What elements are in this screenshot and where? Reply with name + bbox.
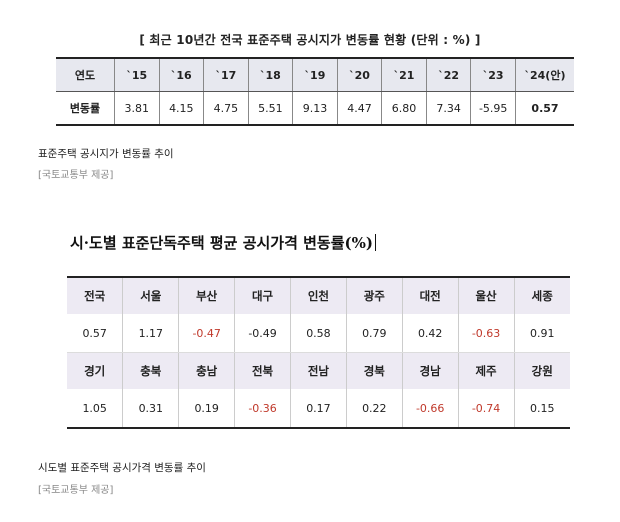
region-name-cell: 충남 xyxy=(178,352,235,389)
year-cell: `22 xyxy=(425,58,471,92)
region-value-cell: 0.19 xyxy=(178,389,235,429)
year-cell: `23 xyxy=(470,58,516,92)
year-cell: `24(안) xyxy=(515,58,574,92)
region-value-cell: 1.17 xyxy=(122,314,179,353)
region-name-cell: 서울 xyxy=(122,277,179,314)
region-value-cell: -0.74 xyxy=(457,389,514,429)
value-cell: 9.13 xyxy=(292,91,338,125)
region-value-cell: 0.79 xyxy=(345,314,403,353)
region-name-cell: 경남 xyxy=(401,352,459,389)
region-header-row: 경기 충북 충남 전북 전남 경북 경남 제주 강원 xyxy=(67,352,570,389)
year-cell: `20 xyxy=(336,58,382,92)
value-cell: 7.34 xyxy=(425,91,471,125)
year-cell: `15 xyxy=(114,58,160,92)
table1-title: [ 최근 10년간 전국 표준주택 공시지가 변동률 현황 (단위 : %) ] xyxy=(139,33,481,47)
regional-change-table: 전국 서울 부산 대구 인천 광주 대전 울산 세종 0.57 1.17 -0.47 -0.49 0.58… xyxy=(67,276,570,429)
region-name-cell: 제주 xyxy=(457,352,514,389)
region-value-cell: 0.15 xyxy=(513,389,570,429)
year-cell: `17 xyxy=(203,58,249,92)
region-value-cell: 0.91 xyxy=(513,314,570,353)
region-value-cell: 0.57 xyxy=(67,314,123,353)
year-cell: `18 xyxy=(247,58,293,92)
value-cell: 0.57 xyxy=(515,91,574,125)
year-cell: `16 xyxy=(158,58,204,92)
region-value-cell: 1.05 xyxy=(67,389,123,429)
region-value-cell: -0.49 xyxy=(234,314,291,353)
region-name-cell: 전북 xyxy=(234,352,291,389)
table2-caption: 시도별 표준주택 공시가격 변동률 추이 xyxy=(38,462,206,474)
region-name-cell: 대전 xyxy=(401,277,459,314)
table1-source: [국토교통부 제공] xyxy=(38,170,114,181)
region-value-cell: -0.66 xyxy=(401,389,459,429)
table-header-row: 연도 `15 `16 `17 `18 `19 `20 `21 `22 `23 `… xyxy=(56,58,574,92)
region-value-cell: 0.22 xyxy=(345,389,403,429)
value-cell: 6.80 xyxy=(381,91,427,125)
region-name-cell: 경기 xyxy=(67,352,123,389)
region-value-cell: 0.31 xyxy=(122,389,179,429)
row-label-cell: 변동률 xyxy=(69,102,101,115)
table2-source: [국토교통부 제공] xyxy=(38,485,114,496)
value-cell: 3.81 xyxy=(114,91,160,125)
year-cell: `19 xyxy=(292,58,338,92)
region-value-row: 0.57 1.17 -0.47 -0.49 0.58 0.79 0.42 -0.63 0.91 xyxy=(67,314,570,353)
region-name-cell: 강원 xyxy=(513,352,570,389)
table2-title: 시·도별 표준단독주택 평균 공시가격 변동률(%) xyxy=(70,232,376,253)
region-name-cell: 경북 xyxy=(345,352,403,389)
table2-title-text: 시·도별 표준단독주택 평균 공시가격 변동률(%) xyxy=(70,234,373,252)
region-value-cell: 0.17 xyxy=(290,389,347,429)
region-header-row: 전국 서울 부산 대구 인천 광주 대전 울산 세종 xyxy=(67,277,570,314)
table-row: 변동률 3.81 4.15 4.75 5.51 9.13 4.47 6.80 7… xyxy=(56,91,574,125)
value-cell: 4.75 xyxy=(203,91,249,125)
value-cell: 4.15 xyxy=(158,91,204,125)
region-name-cell: 대구 xyxy=(234,277,291,314)
region-value-cell: -0.47 xyxy=(178,314,235,353)
region-value-cell: 0.58 xyxy=(290,314,347,353)
region-value-cell: -0.63 xyxy=(457,314,514,353)
region-name-cell: 울산 xyxy=(457,277,514,314)
yearly-change-table: 연도 `15 `16 `17 `18 `19 `20 `21 `22 `23 `… xyxy=(56,57,574,126)
region-value-cell: 0.42 xyxy=(401,314,459,353)
region-name-cell: 전국 xyxy=(67,277,123,314)
region-value-cell: -0.36 xyxy=(234,389,291,429)
text-cursor xyxy=(374,234,376,251)
value-cell: -5.95 xyxy=(470,91,516,125)
value-cell: 4.47 xyxy=(336,91,382,125)
region-name-cell: 인천 xyxy=(290,277,347,314)
region-value-row: 1.05 0.31 0.19 -0.36 0.17 0.22 -0.66 -0.74 0.15 xyxy=(67,389,570,429)
region-name-cell: 광주 xyxy=(345,277,403,314)
region-name-cell: 충북 xyxy=(122,352,179,389)
region-name-cell: 부산 xyxy=(178,277,235,314)
region-name-cell: 전남 xyxy=(290,352,347,389)
region-name-cell: 세종 xyxy=(513,277,570,314)
year-cell: `21 xyxy=(381,58,427,92)
table1-caption: 표준주택 공시지가 변동률 추이 xyxy=(38,148,174,160)
value-cell: 5.51 xyxy=(247,91,293,125)
header-label-cell: 연도 xyxy=(56,58,115,92)
